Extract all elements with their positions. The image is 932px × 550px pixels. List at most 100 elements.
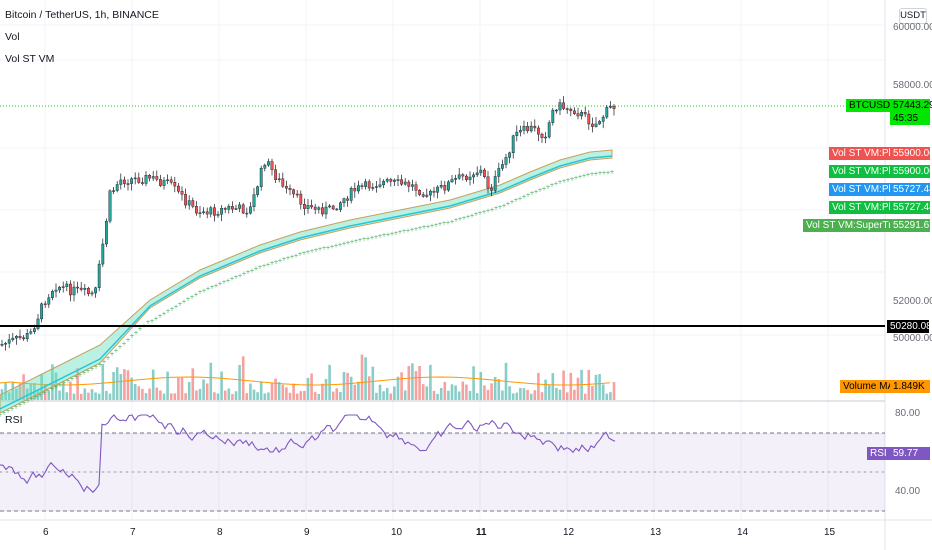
candle-body xyxy=(576,113,580,117)
supertrend-marker: + xyxy=(345,239,350,246)
volume-ma-value-tag: 1.849K xyxy=(890,380,930,393)
volume-bar xyxy=(40,374,43,400)
supertrend-marker: + xyxy=(9,406,14,413)
volume-bar xyxy=(573,389,576,400)
volume-bar xyxy=(353,384,357,400)
candle-body xyxy=(101,243,105,265)
volume-bar xyxy=(173,393,177,400)
volume-bar xyxy=(529,393,533,400)
supertrend-marker: + xyxy=(109,351,114,358)
volume-bar xyxy=(144,393,148,400)
candle-body xyxy=(479,169,483,174)
supertrend-marker: + xyxy=(237,272,242,279)
supertrend-marker: + xyxy=(105,355,110,362)
currency-button[interactable]: USDT xyxy=(899,8,927,24)
volume-bar xyxy=(285,387,288,400)
supertrend-marker: + xyxy=(401,228,406,235)
candle-body xyxy=(317,207,321,210)
volume-bar xyxy=(447,390,450,400)
candle-body xyxy=(569,108,573,112)
candle-body xyxy=(339,202,342,210)
volume-bar xyxy=(475,393,479,400)
rsi-pane-title[interactable]: RSI xyxy=(5,414,23,426)
volume-bar xyxy=(209,362,213,400)
candle-body xyxy=(285,186,288,189)
candle-body xyxy=(148,175,151,179)
candle-body xyxy=(25,333,29,340)
supertrend-marker: + xyxy=(101,358,106,365)
candle-body xyxy=(612,106,616,109)
chart-title[interactable]: Bitcoin / TetherUS, 1h, BINANCE xyxy=(5,9,159,21)
time-label-13: 13 xyxy=(650,527,662,538)
bar-countdown: 45:35 xyxy=(890,112,930,125)
time-label-15: 15 xyxy=(824,527,836,538)
time-label-10: 10 xyxy=(391,527,403,538)
volume-bar xyxy=(594,374,598,400)
supertrend-marker: + xyxy=(549,182,554,189)
supertrend-marker: + xyxy=(53,384,58,391)
volume-bar xyxy=(555,387,558,400)
candle-body xyxy=(562,102,566,109)
supertrend-marker: + xyxy=(257,264,262,271)
supertrend-marker: + xyxy=(173,303,178,310)
volume-bar xyxy=(126,370,130,400)
volume-bar xyxy=(533,390,537,400)
supertrend-marker: + xyxy=(457,216,462,223)
volume-bar xyxy=(0,389,4,400)
supertrend-marker: + xyxy=(89,366,94,373)
supertrend-marker: + xyxy=(0,412,3,419)
candle-body xyxy=(137,177,141,183)
candle-body xyxy=(378,184,382,187)
supertrend-marker: + xyxy=(309,248,314,255)
volume-bar xyxy=(29,384,33,400)
volume-bar xyxy=(112,371,115,400)
plot1-value-tag: 55900.06 xyxy=(890,147,932,160)
candle-body xyxy=(436,186,439,193)
candle-body xyxy=(245,212,249,215)
indicator-vol-st-vm-label[interactable]: Vol ST VM xyxy=(5,53,55,65)
volume-bar xyxy=(544,379,547,400)
volume-bar xyxy=(87,392,90,400)
volume-bar xyxy=(151,369,155,400)
candle-body xyxy=(472,174,475,178)
plot2-name-tag: Vol ST VM:Plot xyxy=(829,165,903,178)
candle-body xyxy=(227,206,231,210)
volume-bar xyxy=(270,383,274,400)
volume-bar xyxy=(299,391,303,400)
volume-bar xyxy=(123,369,126,400)
candle-body xyxy=(274,169,277,181)
candle-body xyxy=(385,179,389,182)
supertrend-marker: + xyxy=(157,313,162,320)
plot3-value-tag: 55727.48 xyxy=(890,183,932,196)
indicator-vol-label[interactable]: Vol xyxy=(5,31,20,43)
supertrend-marker: + xyxy=(245,269,250,276)
volume-bar xyxy=(94,392,97,400)
supertrend-marker: + xyxy=(393,230,398,237)
candle-body xyxy=(58,286,62,291)
candle-body xyxy=(126,183,130,185)
volume-bar xyxy=(396,376,400,400)
supertrend-marker: + xyxy=(469,212,474,219)
volume-bar xyxy=(184,393,187,400)
candle-body xyxy=(537,127,540,135)
supertrend-marker: + xyxy=(473,211,478,218)
candle-body xyxy=(234,208,238,210)
candle-body xyxy=(176,185,180,192)
volume-bar xyxy=(479,371,483,400)
candle-body xyxy=(367,181,371,189)
candle-body xyxy=(33,328,36,332)
candle-body xyxy=(230,206,234,210)
candle-body xyxy=(501,164,504,169)
volume-bar xyxy=(490,383,493,400)
candle-body xyxy=(310,205,313,208)
candle-body xyxy=(108,190,112,222)
supertrend-marker: + xyxy=(441,220,446,227)
candle-body xyxy=(263,164,267,169)
supertrend-marker: + xyxy=(409,227,414,234)
candle-body xyxy=(202,211,205,213)
time-label-9: 9 xyxy=(304,527,310,538)
supertrend-marker: + xyxy=(185,296,190,303)
supertrend-marker: + xyxy=(593,170,598,177)
supertrend-marker: + xyxy=(365,235,370,242)
